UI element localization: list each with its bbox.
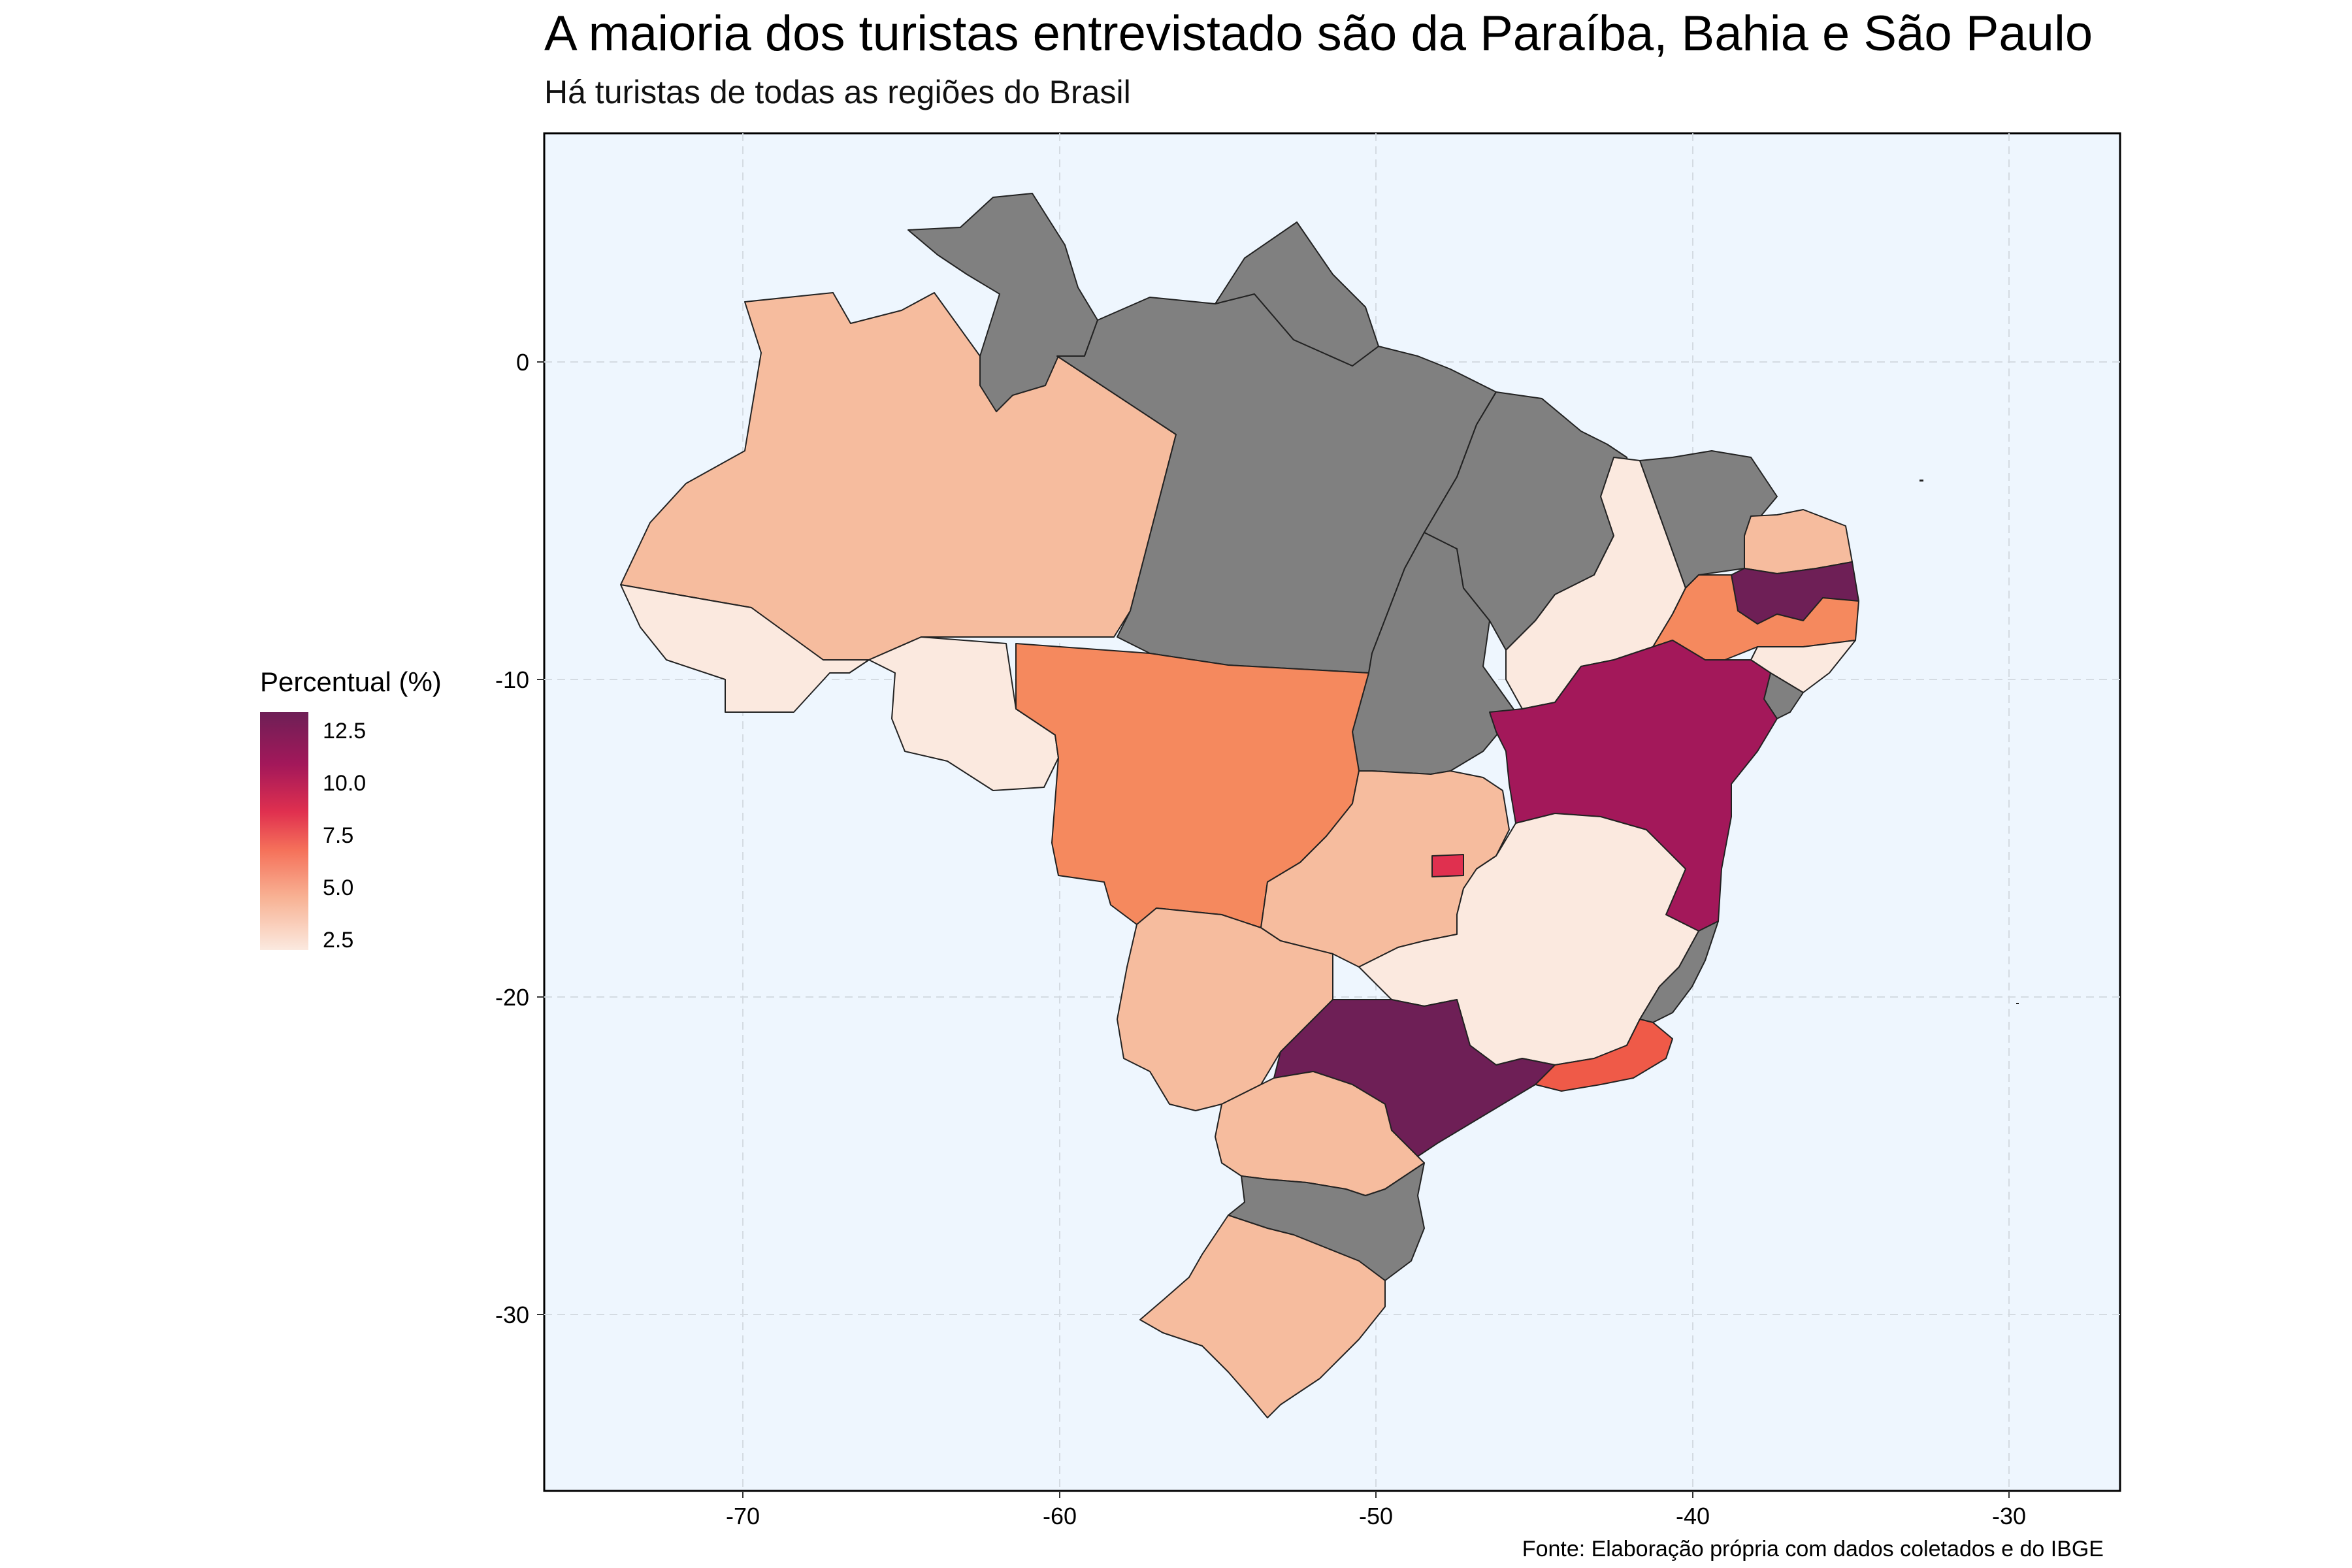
x-tick-label: -70 — [726, 1503, 760, 1529]
state-mato-grosso-do-sul — [1117, 907, 1333, 1111]
legend-label: 5.0 — [323, 875, 354, 900]
legend-tick — [308, 889, 315, 890]
island-mark — [2016, 1003, 2019, 1004]
y-tick-label: 0 — [516, 349, 529, 376]
legend-tick — [308, 732, 315, 733]
y-axis: 0 -10 -20 -30 — [495, 349, 544, 1328]
y-tick-label: -10 — [495, 666, 529, 693]
x-tick-label: -60 — [1043, 1503, 1077, 1529]
state-espirito-santo — [1639, 921, 1719, 1023]
legend-title: Percentual (%) — [260, 666, 442, 697]
state-distrito-federal — [1431, 854, 1464, 877]
island-mark — [1919, 480, 1923, 482]
legend-label: 7.5 — [323, 823, 354, 848]
state-rondonia — [868, 636, 1059, 791]
legend-color-bar — [260, 712, 308, 950]
map-title: A maioria dos turistas entrevistado são … — [544, 6, 2093, 61]
x-tick-label: -50 — [1359, 1503, 1393, 1529]
legend-label: 10.0 — [323, 771, 367, 796]
x-tick-label: -40 — [1676, 1503, 1710, 1529]
legend-label: 12.5 — [323, 719, 367, 743]
state-roraima — [907, 193, 1098, 412]
source-caption: Fonte: Elaboração própria com dados cole… — [1522, 1537, 2104, 1561]
x-tick-label: -30 — [1992, 1503, 2026, 1529]
state-acre — [620, 584, 870, 713]
y-tick-label: -20 — [495, 984, 529, 1011]
state-rio-grande-do-sul — [1139, 1215, 1386, 1418]
legend-tick — [308, 941, 315, 942]
y-tick-label: -30 — [495, 1301, 529, 1328]
map-subtitle: Há turistas de todas as regiões do Brasi… — [544, 74, 1131, 110]
legend-tick — [308, 836, 315, 838]
legend-label: 2.5 — [323, 928, 354, 953]
legend-tick — [308, 784, 315, 785]
x-axis: -70 -60 -50 -40 -30 — [726, 1491, 2026, 1529]
state-amapa — [1215, 221, 1379, 367]
